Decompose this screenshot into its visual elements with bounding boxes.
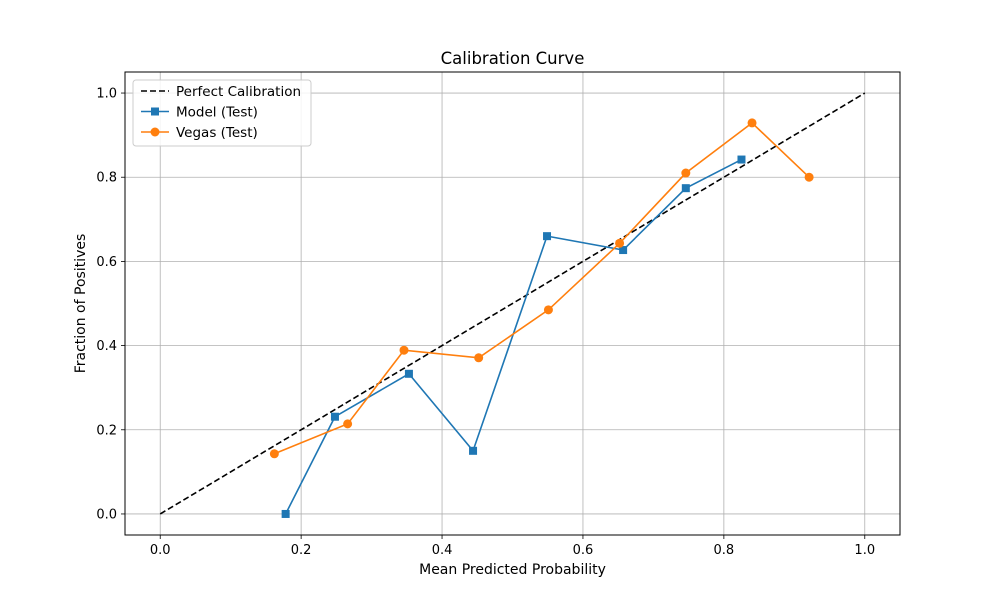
legend-label: Vegas (Test) [176, 125, 258, 141]
legend: Perfect Calibration Model (Test) Vegas (Te… [132, 79, 312, 147]
y-tick-label: 1.0 [96, 87, 117, 102]
series-2 [269, 118, 814, 459]
data-point [474, 353, 484, 363]
chart-title: Calibration Curve [441, 49, 585, 68]
legend-marker [151, 107, 159, 116]
legend-label: Model (Test) [176, 105, 258, 121]
plot-frame [124, 71, 901, 536]
legend-box [132, 79, 312, 147]
x-axis-label: Mean Predicted Probability [419, 562, 606, 578]
x-tick-label: 0.8 [714, 543, 735, 558]
grid-lines [125, 72, 900, 535]
series-layer [159, 92, 866, 518]
series-line [159, 92, 866, 515]
series-1 [281, 155, 746, 518]
x-tick-label: 0.2 [291, 543, 312, 558]
legend-marker [150, 127, 160, 137]
x-tick-label: 0.0 [150, 543, 171, 558]
x-tick-label: 0.6 [573, 543, 594, 558]
y-tick-label: 0.0 [96, 507, 117, 522]
data-point [543, 305, 553, 315]
x-tick-label: 0.4 [432, 543, 453, 558]
data-point [330, 412, 339, 421]
data-point [737, 155, 746, 164]
data-point [343, 419, 353, 429]
data-point [747, 118, 757, 128]
data-point [404, 369, 413, 378]
y-tick-label: 0.4 [96, 339, 117, 354]
data-point [681, 184, 690, 193]
data-point [399, 345, 409, 355]
axis-ticks: 0.0 0.2 0.4 0.6 0.8 1.0 0.0 0.2 0.4 0.6 0.8 1.0 [96, 87, 875, 558]
data-point [681, 168, 691, 178]
series-line [284, 158, 742, 515]
data-point [543, 232, 552, 241]
y-axis-label: Fraction of Positives [73, 234, 89, 374]
series-0 [159, 92, 866, 515]
data-point [615, 238, 625, 248]
data-point [269, 449, 279, 459]
data-point [469, 446, 478, 455]
y-tick-label: 0.2 [96, 423, 117, 438]
data-point [281, 509, 290, 518]
y-tick-label: 0.8 [96, 171, 117, 186]
y-tick-label: 0.6 [96, 255, 117, 270]
x-tick-label: 1.0 [854, 543, 875, 558]
legend-label: Perfect Calibration [176, 84, 301, 100]
data-point [804, 172, 814, 182]
data-point [619, 246, 628, 255]
